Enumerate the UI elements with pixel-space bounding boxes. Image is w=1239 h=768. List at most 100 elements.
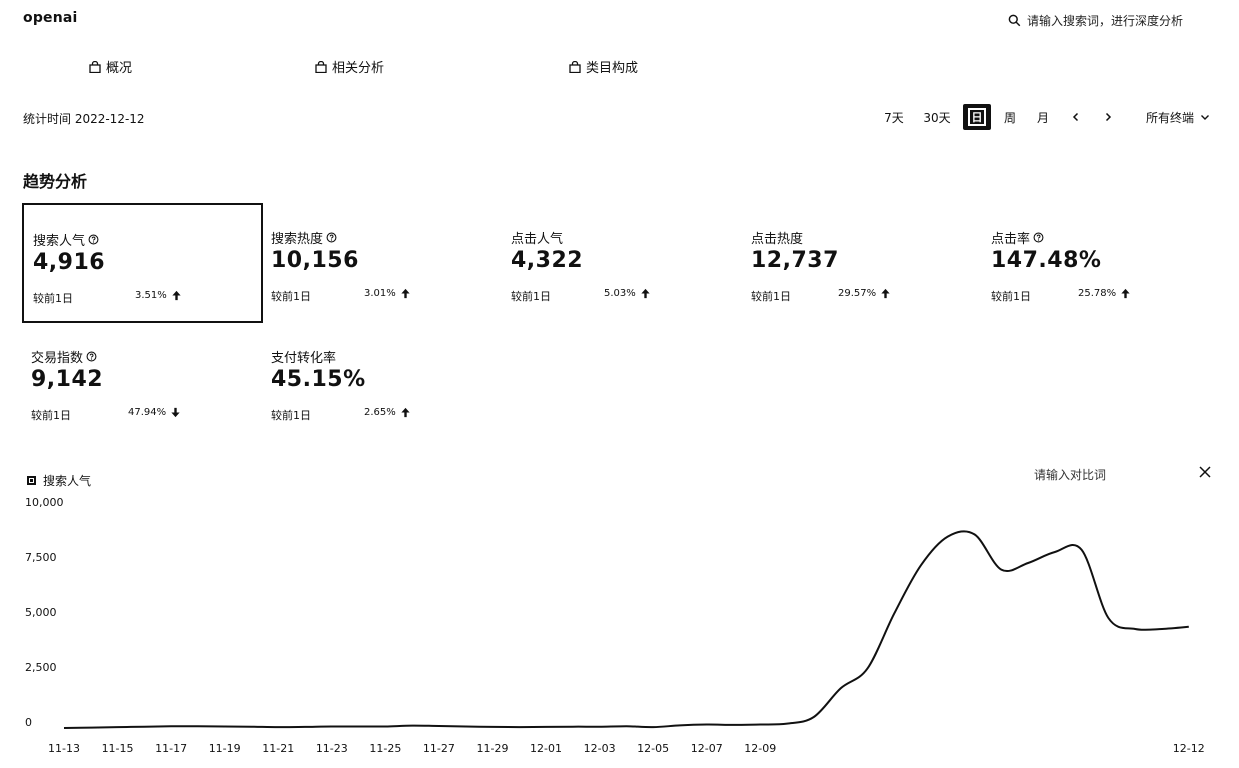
tab-overview[interactable]: 概况 [89, 57, 132, 76]
metric-compare-label: 较前1日 [991, 290, 1031, 303]
metric-name: 交易指数 [31, 347, 97, 366]
metric-card[interactable]: 搜索人气 4,916 较前1日 3.51% [22, 203, 263, 323]
y-tick-label: 2,500 [25, 661, 57, 674]
device-select[interactable]: 所有终端 [1142, 104, 1214, 130]
metric-name-text: 点击人气 [511, 232, 564, 247]
help-icon [88, 234, 99, 245]
metric-change: 3.01% [364, 288, 411, 299]
prev-button[interactable] [1066, 104, 1086, 130]
metric-name: 搜索热度 [271, 228, 337, 247]
arrow-up-icon [641, 288, 650, 299]
help-icon [1033, 232, 1044, 243]
y-tick-label: 0 [25, 716, 32, 729]
metric-change-value: 47.94% [128, 407, 167, 418]
tab-label: 相关分析 [332, 61, 385, 76]
metric-name-text: 支付转化率 [271, 351, 337, 366]
arrow-up-icon [401, 407, 410, 418]
metric-name: 点击率 [991, 228, 1044, 247]
metric-card[interactable]: 搜索热度 10,156 较前1日 3.01% [262, 203, 503, 323]
search-box[interactable]: 请输入搜索词，进行深度分析 [1008, 12, 1183, 29]
range-day[interactable]: 日 [963, 104, 991, 130]
metric-change-value: 2.65% [364, 407, 396, 418]
bag-icon [569, 60, 581, 73]
metric-card[interactable]: 点击率 147.48% 较前1日 25.78% [982, 203, 1223, 323]
metric-value: 10,156 [271, 248, 359, 273]
metric-change-value: 3.01% [364, 288, 396, 299]
metric-change: 47.94% [128, 407, 181, 418]
metric-change-value: 25.78% [1078, 288, 1117, 299]
metric-change: 29.57% [838, 288, 891, 299]
next-button[interactable] [1098, 104, 1118, 130]
metric-name-text: 搜索人气 [33, 234, 86, 249]
help-icon [86, 351, 97, 362]
metric-compare-label: 较前1日 [271, 290, 311, 303]
metric-name: 搜索人气 [33, 230, 99, 249]
x-tick-label: 11-19 [209, 742, 241, 755]
x-tick-label: 11-13 [48, 742, 80, 755]
metric-compare-label: 较前1日 [751, 290, 791, 303]
x-tick-label: 12-09 [744, 742, 776, 755]
y-tick-label: 7,500 [25, 551, 57, 564]
search-placeholder: 请输入搜索词，进行深度分析 [1027, 14, 1184, 28]
help-icon [326, 232, 337, 243]
x-tick-label: 11-21 [262, 742, 294, 755]
chevron-down-icon [1201, 115, 1209, 120]
x-tick-label: 11-17 [155, 742, 187, 755]
tab-related[interactable]: 相关分析 [315, 57, 384, 76]
range-7-days[interactable]: 7天 [884, 110, 904, 125]
x-tick-label: 11-23 [316, 742, 348, 755]
metric-compare-label: 较前1日 [271, 409, 311, 422]
arrow-up-icon [401, 288, 410, 299]
chevron-left-icon [1072, 112, 1079, 122]
metric-value: 4,322 [511, 248, 584, 273]
date-toolbar: 7天 30天 日 周 月 所有终端 [0, 104, 1239, 130]
metric-name-text: 点击率 [991, 232, 1031, 247]
section-title: 趋势分析 [23, 172, 88, 191]
compare-input[interactable]: 请输入对比词 [1034, 468, 1107, 482]
tab-label: 概况 [106, 61, 133, 76]
metric-change: 5.03% [604, 288, 651, 299]
metric-name-text: 搜索热度 [271, 232, 324, 247]
range-30-days[interactable]: 30天 [923, 110, 951, 125]
metric-card[interactable]: 交易指数 9,142 较前1日 47.94% [22, 322, 263, 442]
close-icon [1199, 466, 1211, 478]
metric-change-value: 29.57% [838, 288, 877, 299]
arrow-up-icon [1121, 288, 1130, 299]
range-day-label: 日 [968, 108, 986, 126]
chart-legend[interactable]: 搜索人气 [27, 472, 91, 489]
metric-change-value: 3.51% [135, 290, 167, 301]
bag-icon [89, 60, 101, 73]
metric-name: 支付转化率 [271, 347, 336, 366]
range-week[interactable]: 周 [1003, 110, 1016, 125]
y-tick-label: 5,000 [25, 606, 57, 619]
series-line-search-popularity [63, 530, 1189, 729]
x-tick-label: 11-15 [102, 742, 134, 755]
metric-name-text: 点击热度 [751, 232, 804, 247]
x-tick-label: 12-05 [637, 742, 669, 755]
chevron-right-icon [1105, 112, 1112, 122]
range-month[interactable]: 月 [1036, 110, 1049, 125]
x-tick-label: 11-29 [476, 742, 508, 755]
tab-category[interactable]: 类目构成 [569, 57, 638, 76]
metric-card[interactable]: 点击人气 4,322 较前1日 5.03% [502, 203, 743, 323]
metric-name-text: 交易指数 [31, 351, 84, 366]
x-tick-label: 11-25 [369, 742, 401, 755]
metric-name: 点击热度 [751, 228, 803, 247]
metric-value: 4,916 [33, 250, 106, 275]
stat-time: 统计时间 2022-12-12 [23, 112, 145, 126]
metric-name: 点击人气 [511, 228, 563, 247]
metric-compare-label: 较前1日 [511, 290, 551, 303]
search-icon [1008, 14, 1021, 27]
metric-change: 25.78% [1078, 288, 1131, 299]
brand-logo: openai [23, 10, 78, 26]
metric-change: 2.65% [364, 407, 411, 418]
metric-change-value: 5.03% [604, 288, 636, 299]
metric-change: 3.51% [135, 290, 182, 301]
metric-card[interactable]: 支付转化率 45.15% 较前1日 2.65% [262, 322, 503, 442]
arrow-down-icon [171, 407, 180, 418]
metric-compare-label: 较前1日 [33, 292, 73, 305]
close-compare-button[interactable] [1197, 464, 1213, 480]
x-tick-label: 12-03 [584, 742, 616, 755]
metric-card[interactable]: 点击热度 12,737 较前1日 29.57% [742, 203, 983, 323]
x-tick-label: 12-01 [530, 742, 562, 755]
